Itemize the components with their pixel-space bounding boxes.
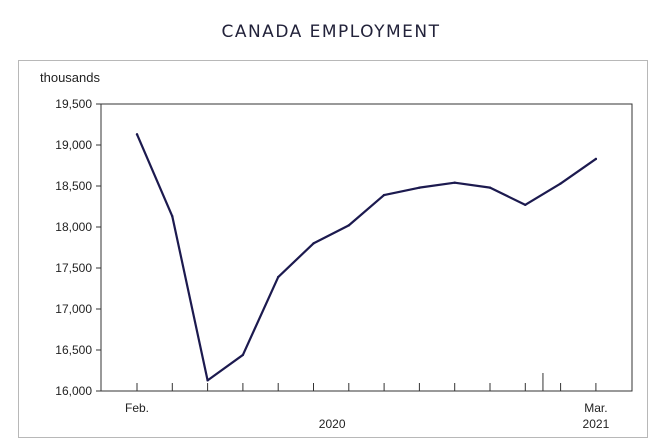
axes bbox=[100, 103, 633, 392]
series-line bbox=[135, 133, 598, 382]
plot-area-border bbox=[100, 103, 633, 392]
x-year-label: 2020 bbox=[319, 417, 346, 431]
x-year-label: 2021 bbox=[583, 417, 610, 431]
y-tick-label: 16,000 bbox=[55, 384, 92, 398]
y-axis-label: thousands bbox=[40, 70, 100, 85]
y-tick-label: 19,500 bbox=[55, 97, 92, 111]
y-tick-label: 17,000 bbox=[55, 302, 92, 316]
x-tick-label: Mar. bbox=[584, 401, 607, 415]
data-point bbox=[241, 353, 245, 357]
data-point bbox=[135, 133, 139, 136]
data-point bbox=[453, 181, 456, 184]
data-point bbox=[312, 242, 315, 245]
y-tick-label: 19,000 bbox=[55, 138, 92, 152]
y-tick-label: 18,000 bbox=[55, 220, 92, 234]
y-tick-label: 17,500 bbox=[55, 261, 92, 275]
y-tick-label: 18,500 bbox=[55, 179, 92, 193]
data-point bbox=[171, 215, 174, 218]
y-ticks: 16,000 16,500 17,000 17,500 18,000 18,500 19,0… bbox=[55, 97, 101, 398]
data-point bbox=[206, 379, 209, 382]
y-tick-label: 16,500 bbox=[55, 343, 92, 357]
x-tick-label: Feb. bbox=[125, 401, 149, 415]
data-point bbox=[594, 157, 598, 161]
data-point bbox=[277, 275, 280, 279]
data-point bbox=[524, 203, 527, 207]
data-point bbox=[418, 186, 421, 189]
data-point bbox=[347, 224, 350, 227]
data-point bbox=[559, 182, 562, 185]
chart-title: CANADA EMPLOYMENT bbox=[221, 22, 441, 42]
x-ticks: Feb. Mar. 2020 2021 bbox=[125, 373, 610, 431]
data-point bbox=[382, 193, 386, 197]
series-group bbox=[135, 133, 598, 382]
data-point bbox=[488, 186, 492, 189]
